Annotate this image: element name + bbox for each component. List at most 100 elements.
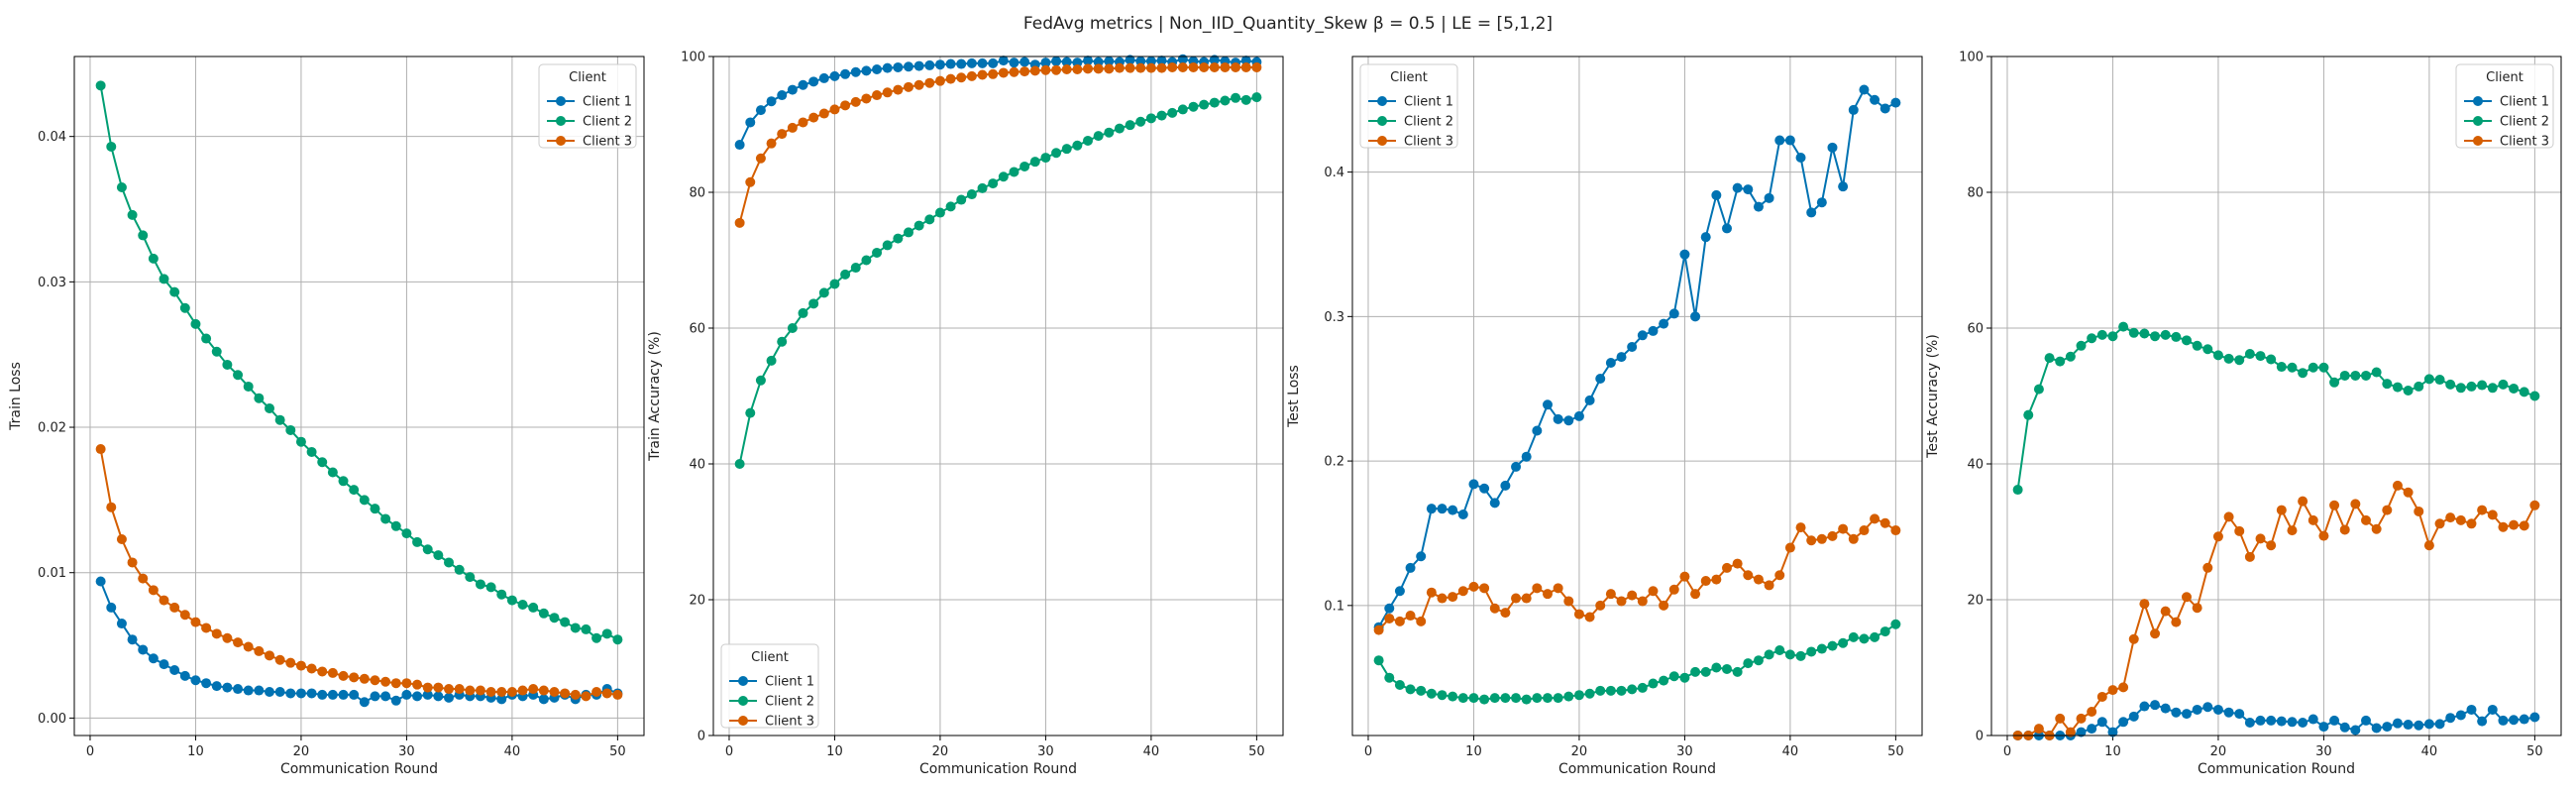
data-point-client-2 xyxy=(1795,650,1806,661)
data-point-client-2 xyxy=(233,370,244,381)
data-point-client-2 xyxy=(1240,94,1251,105)
data-point-client-2 xyxy=(1879,626,1890,637)
data-point-client-3 xyxy=(601,688,612,699)
data-point-client-3 xyxy=(2455,514,2466,525)
legend-box xyxy=(538,63,637,149)
data-point-client-1 xyxy=(2192,704,2202,715)
data-point-client-2 xyxy=(1093,131,1104,142)
data-point-client-1 xyxy=(169,664,180,675)
data-point-client-2 xyxy=(2181,335,2192,346)
data-point-client-2 xyxy=(1659,675,1669,686)
data-point-client-1 xyxy=(2329,715,2340,726)
data-point-client-1 xyxy=(1795,153,1806,164)
data-point-client-3 xyxy=(380,676,391,687)
data-point-client-1 xyxy=(734,140,745,151)
data-point-client-2 xyxy=(538,608,549,619)
data-point-client-2 xyxy=(2171,331,2182,342)
data-point-client-1 xyxy=(2403,720,2414,731)
data-point-client-1 xyxy=(1679,249,1690,260)
data-point-client-1 xyxy=(1209,55,1220,65)
data-point-client-1 xyxy=(380,691,391,702)
x-tick-label: 40 xyxy=(1782,744,1799,759)
data-point-client-1 xyxy=(444,692,455,703)
data-point-client-3 xyxy=(2076,713,2087,724)
data-point-client-2 xyxy=(1416,685,1427,696)
data-point-client-1 xyxy=(317,689,328,700)
data-point-client-3 xyxy=(1188,61,1199,72)
data-point-client-1 xyxy=(1595,374,1606,385)
data-point-client-1 xyxy=(2498,715,2509,726)
data-point-client-2 xyxy=(2139,328,2150,339)
data-point-client-2 xyxy=(1468,693,1479,704)
data-point-client-3 xyxy=(581,691,591,702)
data-point-client-3 xyxy=(1679,571,1690,582)
x-tick-label: 0 xyxy=(2003,744,2011,759)
data-point-client-2 xyxy=(1542,693,1553,704)
data-point-client-2 xyxy=(190,318,201,329)
data-point-client-3 xyxy=(222,632,233,643)
data-point-client-1 xyxy=(138,644,149,655)
data-point-client-3 xyxy=(2107,685,2118,696)
data-point-client-1 xyxy=(1659,318,1669,329)
data-point-client-3 xyxy=(317,666,328,677)
legend-entry-client-2: Client 2 xyxy=(2500,115,2549,130)
data-point-client-2 xyxy=(2466,381,2477,392)
x-axis-label: Communication Round xyxy=(2198,761,2355,777)
data-point-client-1 xyxy=(1511,461,1522,472)
data-point-client-2 xyxy=(2023,409,2034,420)
data-point-client-3 xyxy=(2498,521,2509,532)
data-point-client-3 xyxy=(1627,590,1638,601)
data-point-client-3 xyxy=(506,686,517,697)
data-point-client-1 xyxy=(945,58,956,69)
data-point-client-3 xyxy=(1384,613,1395,623)
data-point-client-3 xyxy=(2150,628,2161,639)
data-point-client-1 xyxy=(798,79,808,90)
data-point-client-1 xyxy=(1051,56,1062,66)
data-point-client-2 xyxy=(2033,384,2044,395)
x-axis-label: Communication Round xyxy=(1558,761,1716,777)
data-point-client-1 xyxy=(1563,415,1574,426)
data-point-client-1 xyxy=(116,619,127,629)
data-point-client-2 xyxy=(1711,662,1722,673)
y-axis-label: Test Loss xyxy=(1286,365,1302,428)
data-point-client-1 xyxy=(1784,135,1795,146)
data-point-client-3 xyxy=(755,153,766,164)
legend-title: Client xyxy=(1390,70,1428,85)
data-point-client-1 xyxy=(966,57,977,68)
data-point-client-1 xyxy=(882,62,893,73)
data-point-client-1 xyxy=(777,90,788,101)
data-point-client-3 xyxy=(465,685,476,696)
y-tick-label: 40 xyxy=(689,458,705,473)
data-point-client-1 xyxy=(745,117,756,128)
data-point-client-1 xyxy=(1573,410,1584,421)
x-tick-label: 20 xyxy=(2210,744,2227,759)
data-point-client-1 xyxy=(390,695,401,706)
data-point-client-3 xyxy=(1083,63,1094,74)
data-point-client-2 xyxy=(1784,649,1795,660)
data-point-client-1 xyxy=(2361,715,2372,726)
data-point-client-3 xyxy=(2466,518,2477,529)
data-point-client-2 xyxy=(254,393,265,403)
series-line-client-3 xyxy=(738,65,1257,224)
data-point-client-3 xyxy=(903,81,913,92)
data-point-client-3 xyxy=(1690,589,1701,600)
data-point-client-1 xyxy=(338,689,349,700)
legend-marker-client-1 xyxy=(556,96,566,106)
data-point-client-1 xyxy=(1532,425,1543,436)
data-point-client-1 xyxy=(190,675,201,686)
data-point-client-2 xyxy=(1188,101,1199,112)
legend: Client Client 1 Client 2 Client 3 xyxy=(538,63,637,150)
x-tick-label: 0 xyxy=(86,744,94,759)
data-point-client-3 xyxy=(2139,599,2150,610)
data-point-client-2 xyxy=(380,513,391,524)
data-point-client-3 xyxy=(2055,713,2066,724)
data-point-client-3 xyxy=(95,444,106,455)
data-point-client-1 xyxy=(2223,707,2234,718)
data-point-client-3 xyxy=(106,502,117,512)
data-point-client-2 xyxy=(95,80,106,91)
x-tick-label: 30 xyxy=(398,744,415,759)
y-tick-label: 0.00 xyxy=(38,712,66,727)
data-point-client-2 xyxy=(1426,688,1437,699)
data-point-client-2 xyxy=(2076,340,2087,351)
data-point-client-3 xyxy=(1104,63,1115,74)
